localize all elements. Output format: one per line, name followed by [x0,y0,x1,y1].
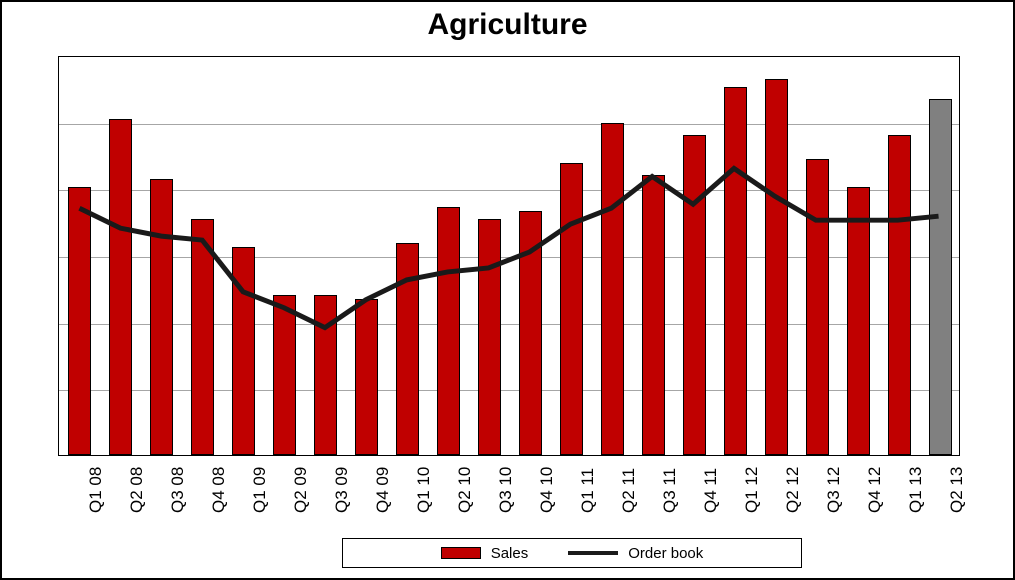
bar [191,219,214,455]
x-axis-label: Q2 12 [783,467,803,513]
legend-swatch-bar [441,547,481,559]
legend-swatch-line [568,551,618,555]
legend-item-orderbook: Order book [568,545,703,562]
x-axis-label: Q4 11 [701,468,721,513]
bar [68,187,91,455]
x-axis-label: Q2 11 [619,468,639,513]
bar [355,299,378,455]
bar [765,79,788,455]
bar [519,211,542,455]
bar [478,219,501,455]
x-axis-label: Q3 08 [168,467,188,513]
x-axis-label: Q4 08 [209,467,229,513]
x-axis-label: Q4 09 [373,467,393,513]
grid-line [59,124,959,125]
x-axis-label: Q1 10 [414,467,434,513]
x-axis-label: Q3 11 [660,468,680,513]
legend-label-sales: Sales [491,545,529,562]
bar [314,295,337,455]
bar [806,159,829,455]
x-axis-label: Q3 09 [332,467,352,513]
x-axis-label: Q2 10 [455,467,475,513]
bar [273,295,296,455]
bar [437,207,460,455]
plot-area [58,56,960,456]
bar [847,187,870,455]
bar [642,175,665,455]
bar [396,243,419,455]
bar [150,179,173,455]
bar [560,163,583,455]
x-axis-label: Q1 13 [906,467,926,513]
x-axis-label: Q3 12 [824,467,844,513]
x-axis-label: Q1 08 [86,467,106,513]
chart-frame: Agriculture Q1 08 Q2 08 Q3 08 Q4 08 Q1 09 Q2 … [0,0,1015,580]
bar [683,135,706,455]
legend-item-sales: Sales [441,545,529,562]
x-axis-label: Q2 09 [291,467,311,513]
x-axis-label: Q1 12 [742,467,762,513]
legend: Sales Order book [342,538,802,568]
x-axis-label: Q4 10 [537,467,557,513]
bar [724,87,747,455]
x-axis-label: Q1 09 [250,467,270,513]
x-axis-label: Q3 10 [496,467,516,513]
x-axis-label: Q2 13 [947,467,967,513]
x-axis-labels: Q1 08 Q2 08 Q3 08 Q4 08 Q1 09 Q2 09 Q3 09 Q4 09… [58,464,960,544]
x-axis-label: Q4 12 [865,467,885,513]
chart-title: Agriculture [2,8,1013,42]
bar [929,99,952,455]
x-axis-label: Q1 11 [578,468,598,513]
bar [109,119,132,455]
bar [601,123,624,455]
legend-label-orderbook: Order book [628,545,703,562]
bar [232,247,255,455]
x-axis-label: Q2 08 [127,467,147,513]
bar [888,135,911,455]
